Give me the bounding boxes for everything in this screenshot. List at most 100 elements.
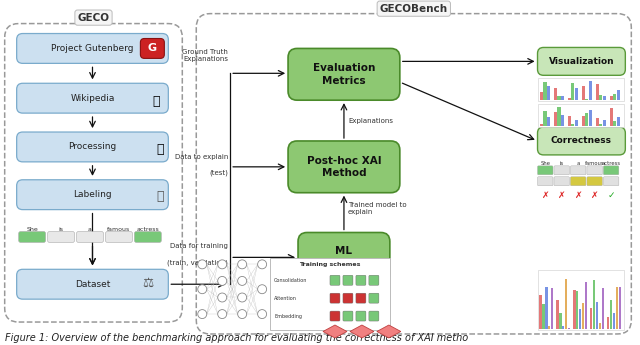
FancyBboxPatch shape [356,293,366,303]
Text: a: a [88,227,92,232]
Bar [568,98,571,100]
Bar [538,78,625,101]
FancyBboxPatch shape [369,311,379,321]
FancyBboxPatch shape [538,127,625,155]
Bar [561,96,564,100]
Bar [543,82,547,100]
Bar [270,258,390,330]
FancyBboxPatch shape [356,275,366,285]
Bar [582,86,585,100]
Text: Labeling: Labeling [73,190,112,199]
Text: Evaluation
Metrics: Evaluation Metrics [313,63,375,86]
FancyBboxPatch shape [330,293,340,303]
FancyBboxPatch shape [356,311,366,321]
Bar [586,99,588,100]
Bar [586,112,588,126]
Bar [589,81,592,100]
Text: Visualization: Visualization [548,57,614,66]
FancyBboxPatch shape [47,231,74,243]
Bar [596,118,599,126]
Text: Processing: Processing [68,142,116,151]
Bar [561,115,564,126]
FancyBboxPatch shape [343,293,353,303]
Text: ✗: ✗ [558,191,566,200]
FancyBboxPatch shape [288,141,400,193]
FancyBboxPatch shape [134,231,161,243]
FancyBboxPatch shape [587,166,602,175]
Bar [554,112,557,126]
Bar [582,303,584,329]
Circle shape [258,309,267,318]
Text: Ground Truth
Explanations: Ground Truth Explanations [182,49,228,62]
Bar [613,93,616,100]
Text: GECO: GECO [77,13,109,23]
Text: (test): (test) [209,169,228,176]
Bar [551,288,554,329]
Bar [554,88,557,100]
Bar [540,92,543,100]
FancyBboxPatch shape [298,233,390,282]
Bar [610,300,612,329]
Bar [562,326,564,329]
FancyBboxPatch shape [369,275,379,285]
Bar [547,86,550,100]
Text: Figure 1: Overview of the benchmarking approach for evaluating the correctness o: Figure 1: Overview of the benchmarking a… [4,333,468,343]
Bar [616,287,618,329]
Text: a: a [577,161,580,166]
Bar [598,323,601,329]
Text: She: She [26,227,38,232]
FancyBboxPatch shape [587,177,602,186]
Bar [557,107,561,126]
Bar [618,287,621,329]
FancyBboxPatch shape [570,166,586,175]
Text: famous: famous [108,227,131,232]
Bar [565,279,568,329]
FancyBboxPatch shape [330,275,340,285]
Text: Trained model to
explain: Trained model to explain [348,202,406,215]
Bar [559,313,561,329]
Bar [547,117,550,126]
FancyBboxPatch shape [330,311,340,321]
Bar [599,124,602,126]
Bar [613,121,616,126]
Text: GECOBench: GECOBench [380,4,448,14]
FancyBboxPatch shape [538,48,625,75]
Text: famous: famous [585,161,604,166]
Bar [572,124,575,126]
FancyBboxPatch shape [77,231,104,243]
Text: is: is [559,161,564,166]
FancyBboxPatch shape [17,180,168,210]
Circle shape [258,260,267,269]
Text: ⚖: ⚖ [143,277,154,290]
Bar [540,124,543,126]
Bar [596,302,598,329]
FancyBboxPatch shape [369,293,379,303]
Circle shape [258,285,267,294]
Circle shape [198,260,207,269]
Text: ✓: ✓ [607,191,615,200]
Text: Training schemes: Training schemes [300,262,361,267]
FancyBboxPatch shape [538,177,553,186]
FancyBboxPatch shape [604,166,619,175]
Polygon shape [323,325,347,338]
Text: Correctness: Correctness [551,137,612,146]
Text: XLO: XLO [330,329,340,334]
Circle shape [198,285,207,294]
Text: Data to explain: Data to explain [175,154,228,160]
Bar [612,314,615,329]
Bar [603,96,606,100]
Bar [573,290,575,329]
Bar [607,317,609,329]
Bar [576,291,579,329]
Text: (train, validation): (train, validation) [167,259,228,266]
FancyBboxPatch shape [17,83,168,113]
Text: Post-hoc XAI
Method: Post-hoc XAI Method [307,156,381,178]
FancyBboxPatch shape [604,177,619,186]
FancyBboxPatch shape [570,177,586,186]
Bar [575,88,578,100]
Bar [582,116,585,126]
Circle shape [218,309,227,318]
Circle shape [218,260,227,269]
Text: Consolidation: Consolidation [274,278,307,283]
Text: Explanations: Explanations [348,118,393,124]
